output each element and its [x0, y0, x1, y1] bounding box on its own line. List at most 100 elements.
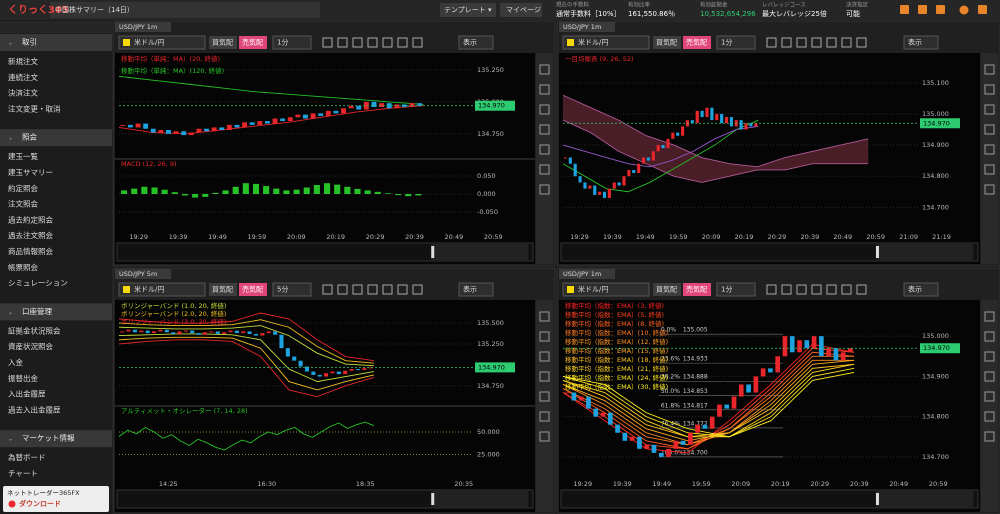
tool-icon[interactable] [796, 284, 807, 295]
side-icon[interactable] [539, 104, 550, 115]
tool-icon[interactable] [856, 284, 867, 295]
side-icon[interactable] [539, 124, 550, 135]
menu-item[interactable]: 約定照会 [8, 183, 38, 193]
symbol-box[interactable] [118, 35, 206, 50]
menu-item[interactable]: シミュレーション [8, 279, 68, 288]
view-box[interactable] [458, 282, 494, 297]
side-icon[interactable] [539, 411, 550, 422]
menu-item[interactable]: 過去注文照会 [8, 230, 53, 240]
tool-icon[interactable] [781, 284, 792, 295]
side-icon[interactable] [539, 144, 550, 155]
tool-icon[interactable] [412, 284, 423, 295]
panel-tab[interactable] [559, 269, 615, 279]
section-title[interactable]: 照会 [22, 132, 37, 142]
bid-button[interactable] [653, 283, 681, 296]
tool-icon[interactable] [841, 37, 852, 48]
icon[interactable] [978, 5, 987, 14]
ask-label[interactable]: 売気配 [242, 285, 263, 294]
tool-icon[interactable] [841, 284, 852, 295]
icon[interactable] [959, 5, 969, 15]
interval-box[interactable] [716, 282, 756, 297]
bid-button[interactable] [209, 283, 237, 296]
panel-tab-title[interactable]: USD/JPY 5m [119, 270, 157, 278]
interval[interactable]: 1分 [277, 38, 288, 47]
section-title[interactable]: マーケット情報 [22, 433, 75, 443]
tool-icon[interactable] [397, 284, 408, 295]
side-icon[interactable] [539, 64, 550, 75]
tool-icon[interactable] [826, 37, 837, 48]
tool-icon[interactable] [382, 284, 393, 295]
tool-icon[interactable] [766, 284, 777, 295]
menu-item[interactable]: 建玉サマリー [8, 167, 53, 177]
section-title[interactable]: 取引 [22, 38, 37, 47]
tool-icon[interactable] [766, 37, 777, 48]
navigator-handle[interactable] [875, 246, 879, 258]
icon[interactable] [918, 5, 927, 14]
side-icon[interactable] [984, 431, 995, 442]
side-icon[interactable] [984, 311, 995, 322]
navigator-handle[interactable] [875, 493, 879, 505]
mypage-button[interactable] [500, 3, 542, 17]
menu-item[interactable]: 連続注文 [8, 72, 38, 82]
navigator-handle[interactable] [431, 493, 435, 505]
side-icon[interactable] [539, 84, 550, 95]
panel-tab[interactable] [115, 269, 171, 279]
menu-item[interactable]: 新規注文 [8, 56, 38, 66]
menu-item[interactable]: 商品情報照会 [8, 246, 53, 256]
navigator-handle[interactable] [431, 246, 435, 258]
bid-label[interactable]: 買気配 [212, 285, 233, 294]
view-box[interactable] [903, 35, 939, 50]
download-label[interactable]: ダウンロード [19, 499, 61, 508]
symbol-box[interactable] [562, 282, 650, 297]
panel-tab-title[interactable]: USD/JPY 1m [563, 270, 601, 278]
side-icon[interactable] [984, 84, 995, 95]
side-icon[interactable] [984, 164, 995, 175]
interval-box[interactable] [272, 35, 312, 50]
tool-icon[interactable] [412, 37, 423, 48]
side-icon[interactable] [539, 431, 550, 442]
ask-label[interactable]: 売気配 [686, 285, 707, 294]
symbol[interactable]: 米ドル/円 [134, 38, 164, 47]
symbol[interactable]: 米ドル/円 [134, 285, 164, 294]
view-label[interactable]: 表示 [908, 38, 922, 47]
ask-button[interactable] [239, 36, 267, 49]
panel-tab-title[interactable]: USD/JPY 1m [119, 23, 157, 31]
side-icon[interactable] [984, 331, 995, 342]
template-label[interactable]: テンプレート ▾ [444, 6, 492, 14]
panel-tab[interactable] [559, 22, 615, 32]
tool-icon[interactable] [322, 284, 333, 295]
tool-icon[interactable] [337, 37, 348, 48]
tool-icon[interactable] [352, 284, 363, 295]
ask-label[interactable]: 売気配 [686, 38, 707, 47]
side-icon[interactable] [984, 351, 995, 362]
ask-button[interactable] [683, 36, 711, 49]
icon[interactable] [900, 5, 909, 14]
tool-icon[interactable] [367, 284, 378, 295]
bid-button[interactable] [653, 36, 681, 49]
menu-item[interactable]: 振替出金 [8, 373, 38, 383]
symbol-box[interactable] [562, 35, 650, 50]
tool-icon[interactable] [352, 37, 363, 48]
interval-box[interactable] [716, 35, 756, 50]
view-box[interactable] [458, 35, 494, 50]
side-icon[interactable] [539, 331, 550, 342]
ask-button[interactable] [683, 283, 711, 296]
side-icon[interactable] [984, 144, 995, 155]
ask-button[interactable] [239, 283, 267, 296]
interval-box[interactable] [272, 282, 312, 297]
tool-icon[interactable] [337, 284, 348, 295]
view-box[interactable] [903, 282, 939, 297]
bid-label[interactable]: 買気配 [212, 38, 233, 47]
menu-item[interactable]: 帳票照会 [8, 262, 38, 272]
section-title[interactable]: 口座管理 [22, 306, 52, 316]
menu-item[interactable]: 注文照会 [8, 199, 38, 209]
bid-button[interactable] [209, 36, 237, 49]
view-label[interactable]: 表示 [463, 285, 477, 294]
interval[interactable]: 1分 [721, 38, 732, 47]
interval[interactable]: 1分 [721, 285, 732, 294]
menu-item[interactable]: 入出金履歴 [8, 389, 46, 399]
template-button[interactable] [440, 3, 496, 17]
side-icon[interactable] [539, 371, 550, 382]
tool-icon[interactable] [397, 37, 408, 48]
side-icon[interactable] [984, 64, 995, 75]
